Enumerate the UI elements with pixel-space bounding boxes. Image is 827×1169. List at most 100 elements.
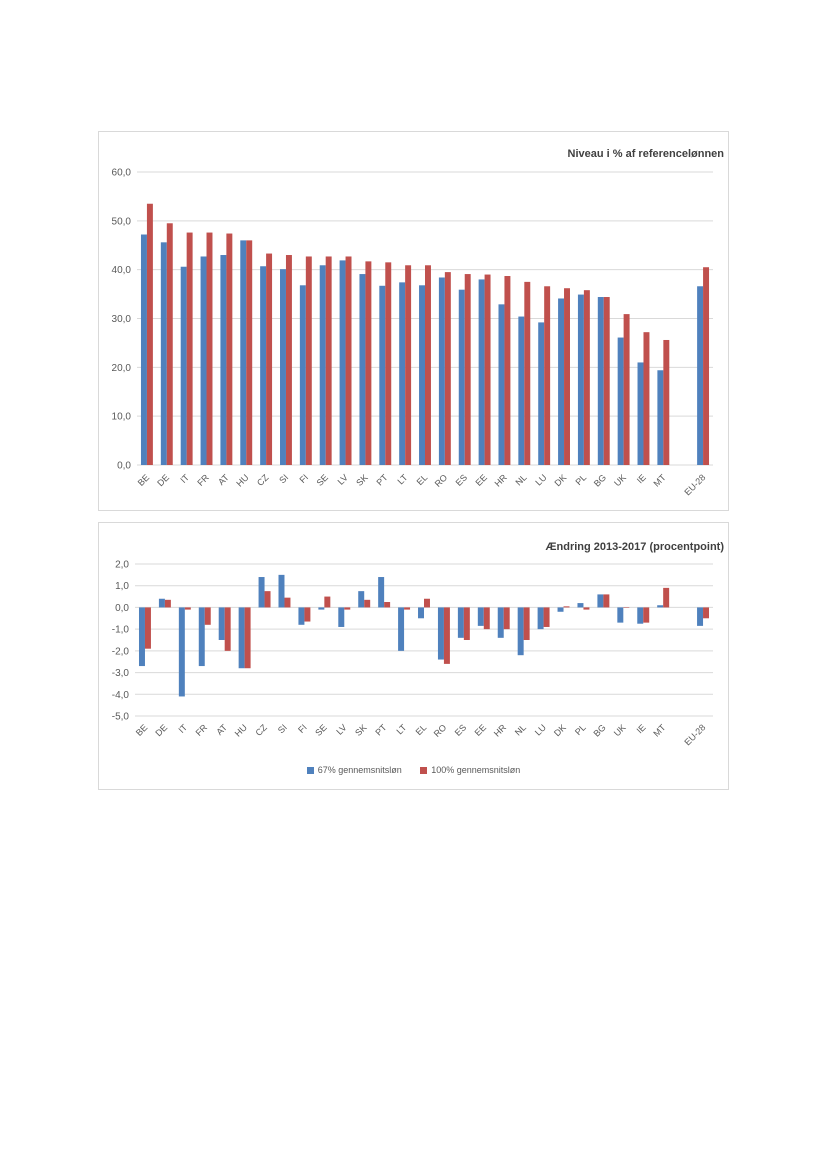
level-bar-s1-bg [597,297,604,465]
change-bar-s2-hu [244,607,251,669]
level-bar-s2-ee [484,274,491,465]
level-bar-s1-mt [657,370,664,465]
change-bar-s2-fi [304,607,311,622]
change-x-tick-label: LV [334,722,348,736]
change-bar-s2-be [144,607,151,649]
change-bar-s2-ro [443,607,450,664]
level-bar-s2-sk [365,261,372,465]
change-bar-s2-eu-28 [703,607,710,619]
change-x-tick-label: AT [214,722,229,737]
level-bar-s2-el [425,265,431,465]
change-x-tick-label: FI [296,722,309,735]
change-bar-s1-el [418,607,424,619]
change-x-tick-label: BE [134,722,150,738]
change-x-tick-label: EU-28 [682,722,707,747]
level-bar-s2-eu-28 [703,267,710,465]
change-bar-s1-ie [637,607,644,624]
level-x-tick-label: LT [396,472,410,486]
level-bar-s2-be [146,203,153,465]
level-chart: 0,0 10,0 20,0 30,0 40,0 50,0 60,0 BE DE IT FR AT HU C… [112,168,713,497]
level-x-tick-label: HU [234,472,250,488]
change-bar-s2-se [324,596,331,608]
level-bar-s2-dk [564,288,570,465]
level-bar-s2-lv [345,256,352,465]
change-x-tick-label: HU [233,722,249,738]
level-bar-s2-de [166,223,173,465]
level-x-tick-label: PT [374,472,390,488]
change-x-tick-label: MT [651,722,668,739]
level-x-tick-label: DK [553,472,569,488]
level-y-tick-label: 30,0 [112,314,132,325]
level-x-tick-label: FR [195,472,211,488]
level-bar-s2-pt [385,262,392,465]
change-bar-s2-sk [364,599,371,608]
change-y-tick-label: -5,0 [112,712,130,723]
level-x-tick-label: CZ [255,472,271,488]
level-bar-s1-hr [498,304,505,465]
change-x-tick-label: PT [373,722,389,738]
change-bar-s2-ie [643,607,650,623]
level-bar-s2-si [285,255,292,465]
level-bar-s2-bg [603,297,610,465]
level-bar-s1-uk [617,337,624,465]
level-bar-s1-be [140,234,147,465]
level-bar-s1-se [319,265,326,465]
change-bar-s2-uk [623,607,630,608]
legend-label-series2: 100% gennemsnitsløn [431,765,521,775]
change-bar-s1-es [457,607,464,638]
level-bar-s2-cz [266,253,273,465]
change-bar-s1-de [158,598,165,608]
change-bar-s2-bg [603,594,610,608]
level-bar-s2-uk [623,314,630,465]
chart-legend: 67% gennemsnitsløn 100% gennemsnitsløn [99,765,728,776]
change-bar-s1-cz [258,577,265,608]
change-bar-s1-sk [358,591,365,608]
change-bar-s1-lv [338,607,345,627]
change-bar-s1-hu [238,607,245,669]
level-bar-s1-el [419,285,425,465]
change-x-tick-label: UK [612,722,628,738]
change-y-tick-label: -4,0 [112,690,130,701]
level-bar-s1-cz [260,266,267,465]
level-x-tick-label: DE [155,472,171,488]
level-x-tick-label: LU [533,472,548,487]
change-x-tick-label: SK [353,722,369,738]
change-x-tick-label: SI [276,722,289,735]
level-bar-s2-hu [246,240,253,465]
change-bar-s2-pl [583,607,590,610]
level-chart-panel: Niveau i % af referencelønnen 0,0 10,0 20,… [98,131,729,511]
change-bar-s1-ee [477,607,484,626]
change-bar-s2-lv [344,607,351,610]
change-bar-s1-be [138,607,145,667]
level-bar-s2-mt [663,339,670,465]
level-bar-s1-si [280,269,286,465]
level-x-tick-label: AT [216,472,231,487]
level-x-tick-label: FI [298,472,311,485]
level-bar-s2-se [325,256,332,465]
level-bar-s2-hr [504,276,511,465]
change-bar-s1-eu-28 [697,607,704,626]
level-bar-s1-pt [379,285,386,465]
level-x-tick-label: EL [415,472,430,487]
level-bar-s1-fr [200,256,207,465]
change-bar-s1-si [278,574,285,608]
level-bar-s2-at [226,233,233,465]
level-chart-title: Niveau i % af referencelønnen [567,148,725,160]
level-bar-s1-lt [399,282,406,465]
change-x-tick-label: LT [394,722,408,736]
level-bar-s2-fi [305,256,312,465]
level-bar-s2-pl [583,290,590,465]
change-x-tick-label: DK [552,722,568,738]
change-bar-s2-it [184,607,191,610]
change-y-tick-label: -2,0 [112,646,130,657]
change-chart-panel: Ændring 2013-2017 (procentpoint) -5,0 -4,… [98,522,729,790]
change-x-tick-label: DE [153,722,169,738]
change-x-tick-label: LU [533,722,548,737]
change-bar-s1-mt [657,605,664,608]
level-x-tick-label: LV [336,472,350,486]
legend-swatch-series1 [306,766,314,774]
change-x-tick-label: PL [573,722,588,737]
change-bar-s1-nl [517,607,524,656]
level-bar-s1-pl [577,294,584,465]
level-bar-s1-ro [438,277,445,465]
